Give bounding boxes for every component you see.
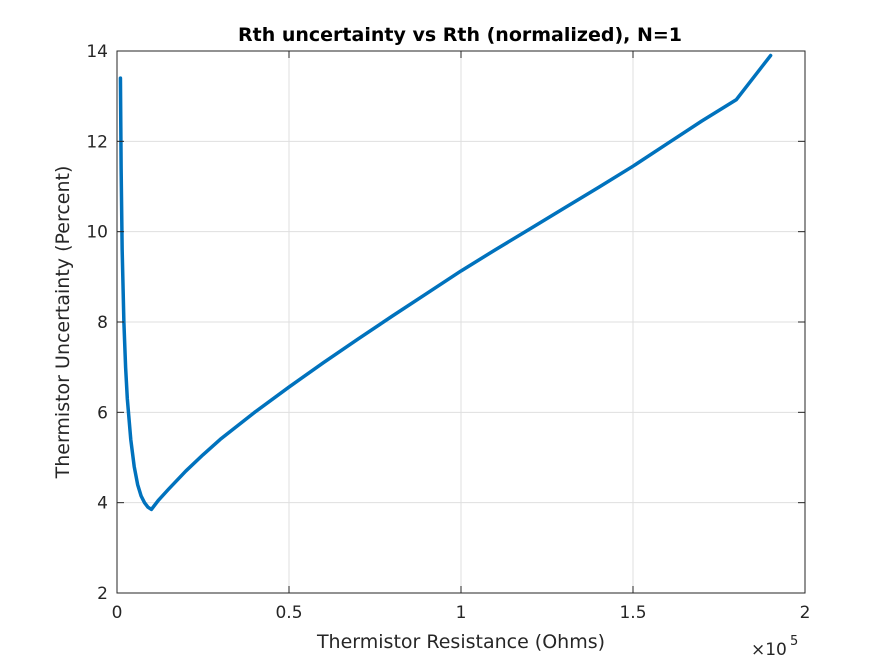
series-layer <box>118 53 773 512</box>
series-line <box>118 53 773 512</box>
y-tick-label: 2 <box>97 584 108 604</box>
x-tick-label: 0 <box>112 603 123 623</box>
y-tick-label: 4 <box>97 494 108 514</box>
y-tick-label: 12 <box>86 132 108 152</box>
y-tick-label: 10 <box>86 223 108 243</box>
ticks: 0 0.5 1 1.5 2 2 4 6 8 10 12 14 <box>86 42 810 623</box>
y-axis-label: Thermistor Uncertainty (Percent) <box>52 166 74 480</box>
x-tick-label: 1.5 <box>619 603 646 623</box>
chart-title: Rth uncertainty vs Rth (normalized), N=1 <box>238 24 682 46</box>
x-tick-label: 1 <box>456 603 467 623</box>
x-tick-label: 2 <box>800 603 811 623</box>
y-tick-label: 6 <box>97 403 108 423</box>
x-tick-label: 0.5 <box>275 603 302 623</box>
x-axis-label: Thermistor Resistance (Ohms) <box>316 631 605 653</box>
x-exponent-power: 5 <box>790 634 798 649</box>
y-tick-label: 14 <box>86 42 108 62</box>
x-exponent-base: ×10 <box>751 640 787 660</box>
y-tick-label: 8 <box>97 313 108 333</box>
